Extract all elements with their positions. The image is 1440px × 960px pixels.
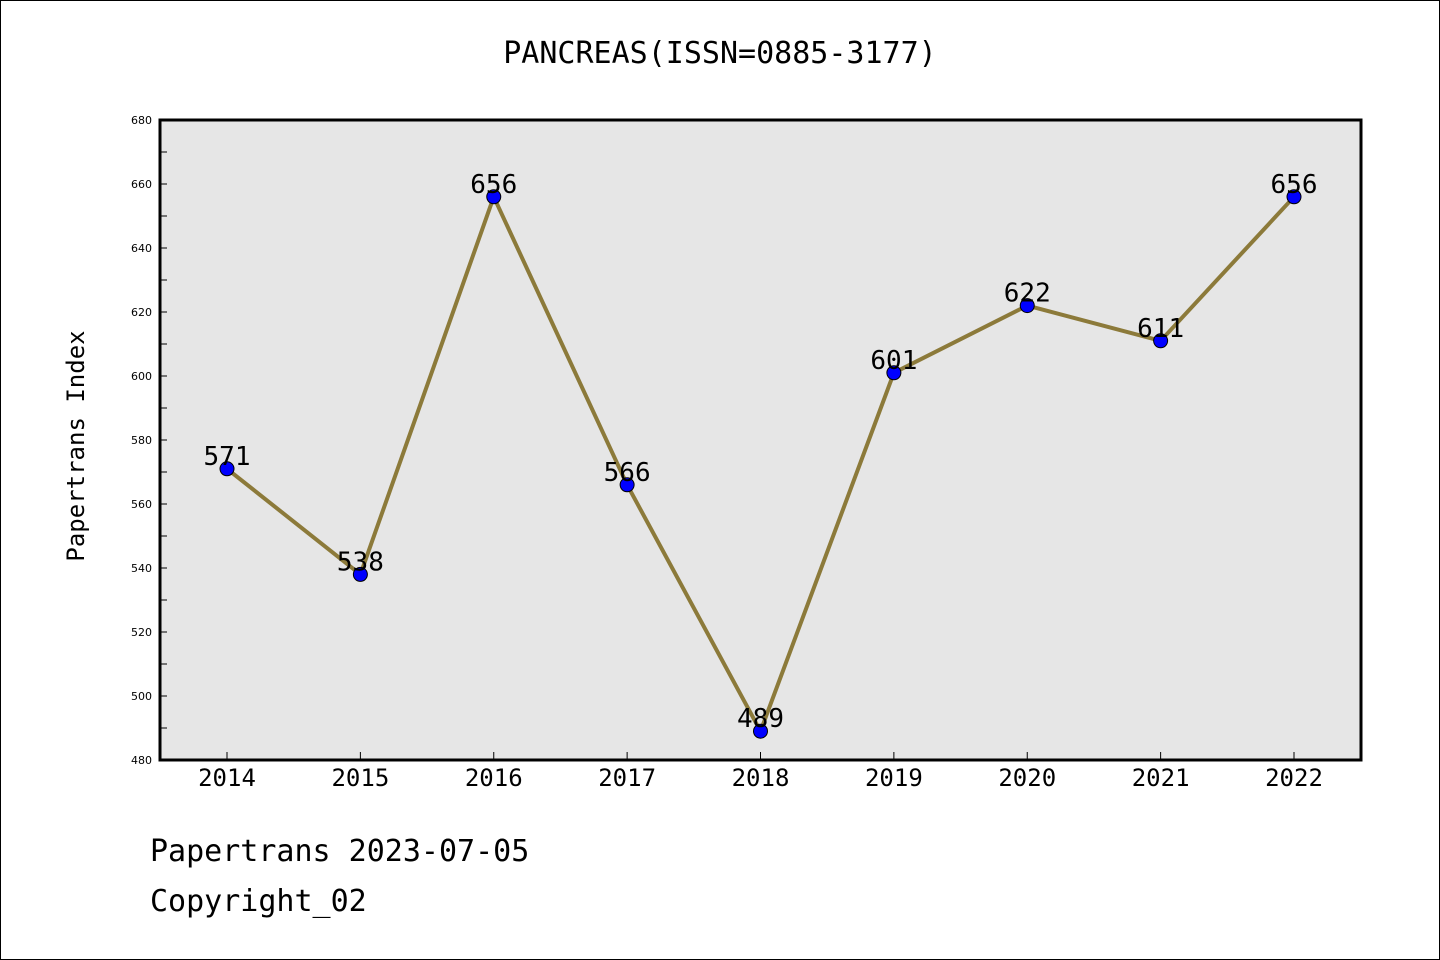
y-tick-label: 480 xyxy=(131,754,152,767)
y-tick-label: 680 xyxy=(131,114,152,127)
chart-title: PANCREAS(ISSN=0885-3177) xyxy=(503,36,937,71)
footer-copyright: Copyright_02 xyxy=(150,884,367,919)
y-tick-label: 660 xyxy=(131,178,152,191)
y-tick-label: 520 xyxy=(131,626,152,639)
x-tick-label: 2018 xyxy=(732,764,790,792)
y-tick-label: 600 xyxy=(131,370,152,383)
data-label: 656 xyxy=(470,170,517,200)
y-tick-label: 560 xyxy=(131,498,152,511)
data-point xyxy=(1019,298,1035,314)
footer-source-date: Papertrans 2023-07-05 xyxy=(150,834,530,869)
x-tick-label: 2016 xyxy=(465,764,523,792)
y-tick-label: 580 xyxy=(131,434,152,447)
x-tick-label: 2022 xyxy=(1265,764,1323,792)
data-point xyxy=(352,566,368,582)
data-point xyxy=(619,477,635,493)
x-tick-label: 2014 xyxy=(198,764,256,792)
x-tick-label: 2019 xyxy=(865,764,923,792)
y-tick-label: 500 xyxy=(131,690,152,703)
data-point xyxy=(886,365,902,381)
data-point xyxy=(753,723,768,739)
y-tick-label: 620 xyxy=(131,306,152,319)
y-tick-label: 540 xyxy=(131,562,152,575)
x-tick-label: 2015 xyxy=(331,764,389,792)
data-point xyxy=(486,189,502,205)
y-tick-label: 640 xyxy=(131,242,152,255)
x-tick-label: 2020 xyxy=(998,764,1056,792)
x-tick-label: 2017 xyxy=(598,764,656,792)
data-label: 622 xyxy=(1004,279,1051,309)
x-tick-label: 2021 xyxy=(1132,764,1190,792)
data-point xyxy=(219,461,235,477)
data-label: 611 xyxy=(1137,314,1184,344)
data-point xyxy=(1153,333,1169,349)
data-label: 566 xyxy=(604,458,651,488)
plot-border xyxy=(158,118,1363,762)
data-label: 538 xyxy=(337,547,384,577)
data-label: 656 xyxy=(1271,170,1318,200)
data-point xyxy=(1286,189,1302,205)
data-label: 571 xyxy=(204,442,251,472)
plot-area xyxy=(160,120,1361,760)
data-label: 489 xyxy=(737,704,784,734)
data-label: 601 xyxy=(870,346,917,376)
